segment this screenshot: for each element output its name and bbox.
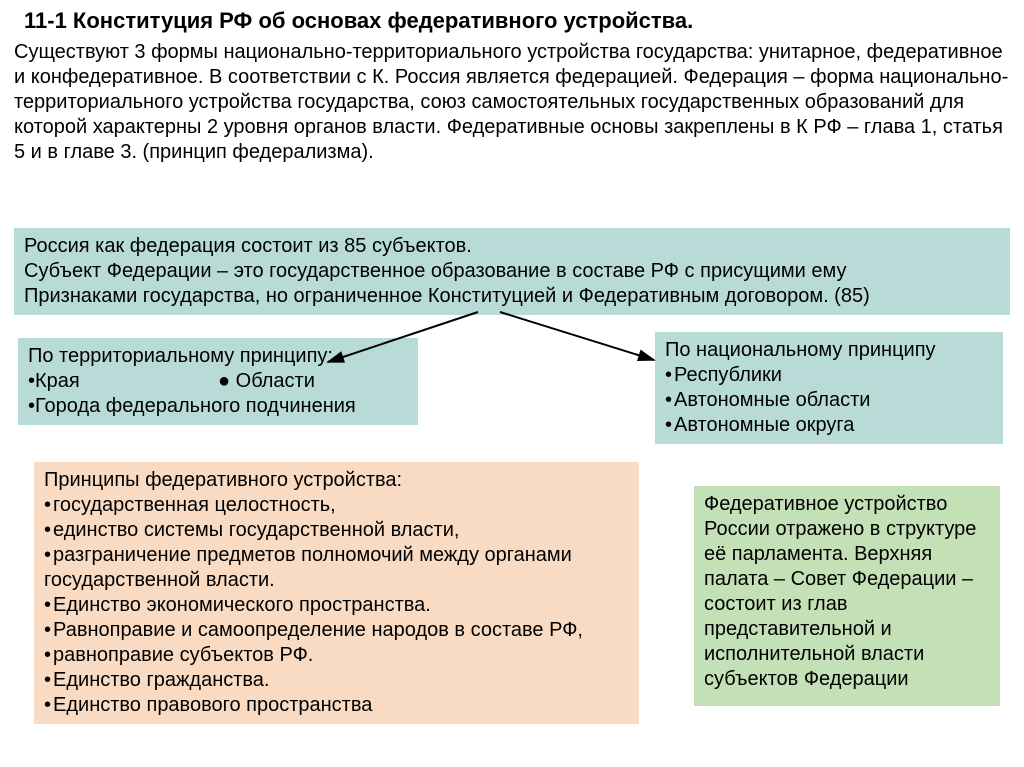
national-box: По национальному принципу Республики Авт… — [655, 332, 1003, 444]
principles-item: Единство экономического пространства. — [44, 593, 629, 618]
principles-item: равноправие субъектов РФ. — [44, 643, 629, 668]
national-item: Республики — [665, 363, 993, 388]
territorial-box: По территориальному принципу: •Края ● Об… — [18, 338, 418, 425]
subjects-box: Россия как федерация состоит из 85 субъе… — [14, 228, 1010, 315]
principles-item: государственная целостность, — [44, 493, 629, 518]
territorial-item: Города федерального подчинения — [35, 395, 356, 417]
national-item: Автономные области — [665, 388, 993, 413]
intro-paragraph: Существуют 3 формы национально-территори… — [0, 40, 1024, 171]
principles-box: Принципы федеративного устройства: госуд… — [34, 462, 639, 724]
subjects-line: Россия как федерация состоит из 85 субъе… — [24, 234, 1000, 259]
principles-item: единство системы государственной власти, — [44, 518, 629, 543]
page-title: 11-1 Конституция РФ об основах федератив… — [0, 0, 1024, 40]
territorial-heading: По территориальному принципу: — [28, 344, 408, 369]
principles-heading: Принципы федеративного устройства: — [44, 468, 629, 493]
principles-item: Единство гражданства. — [44, 668, 629, 693]
subjects-line: Субъект Федерации – это государственное … — [24, 259, 1000, 284]
territorial-item: Края — [35, 370, 80, 392]
national-item: Автономные округа — [665, 413, 993, 438]
national-heading: По национальному принципу — [665, 338, 993, 363]
territorial-item: ● Области — [218, 370, 315, 392]
national-list: Республики Автономные области Автономные… — [665, 363, 993, 438]
principles-list: государственная целостность, единство си… — [44, 493, 629, 718]
subjects-line: Признаками государства, но ограниченное … — [24, 284, 1000, 309]
principles-item: Равноправие и самоопределение народов в … — [44, 618, 629, 643]
principles-item: разграничение предметов полномочий между… — [44, 543, 629, 593]
parliament-box: Федеративное устройство России отражено … — [694, 486, 1000, 706]
arrow-right — [500, 312, 654, 360]
principles-item: Единство правового пространства — [44, 693, 629, 718]
